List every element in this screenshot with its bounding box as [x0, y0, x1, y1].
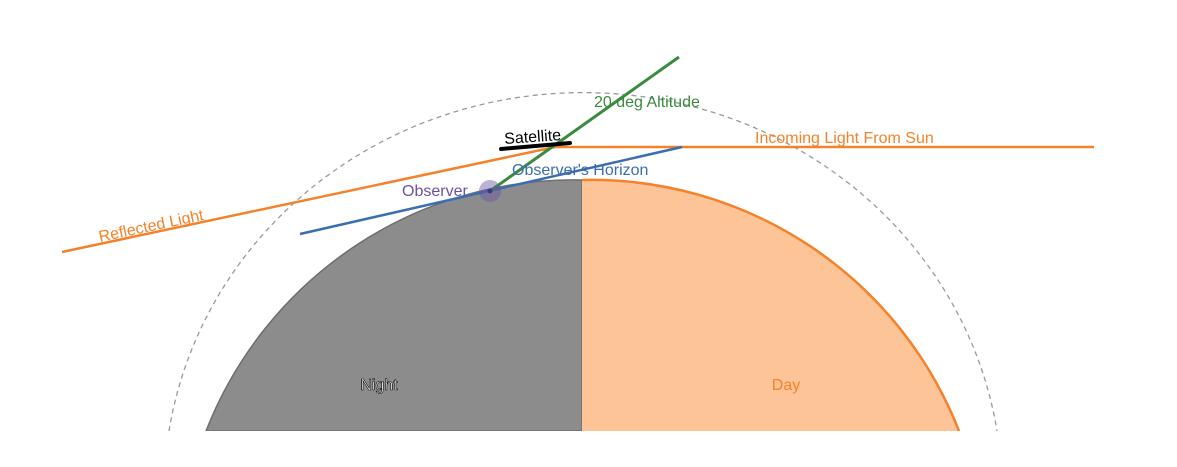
- day-label: Day: [772, 377, 800, 394]
- altitude-label: 20 deg Altitude: [594, 94, 700, 111]
- observer-label: Observer: [402, 183, 468, 200]
- night-label: Night: [360, 377, 398, 394]
- incoming-light-label: Incoming Light From Sun: [755, 130, 934, 147]
- observer-point: [487, 188, 493, 194]
- reflected-light-line: [61, 145, 556, 254]
- orbit-circle: [168, 91, 998, 431]
- satellite-label: Satellite: [504, 127, 562, 148]
- reflected-light-label: Reflected Light: [97, 207, 205, 246]
- observer-horizon-label: Observer's Horizon: [512, 162, 648, 179]
- earth-day-side: [582, 179, 959, 431]
- altitude-line: [489, 55, 680, 193]
- earth-day-outline: [581, 178, 961, 431]
- satellite-marker: [499, 141, 572, 151]
